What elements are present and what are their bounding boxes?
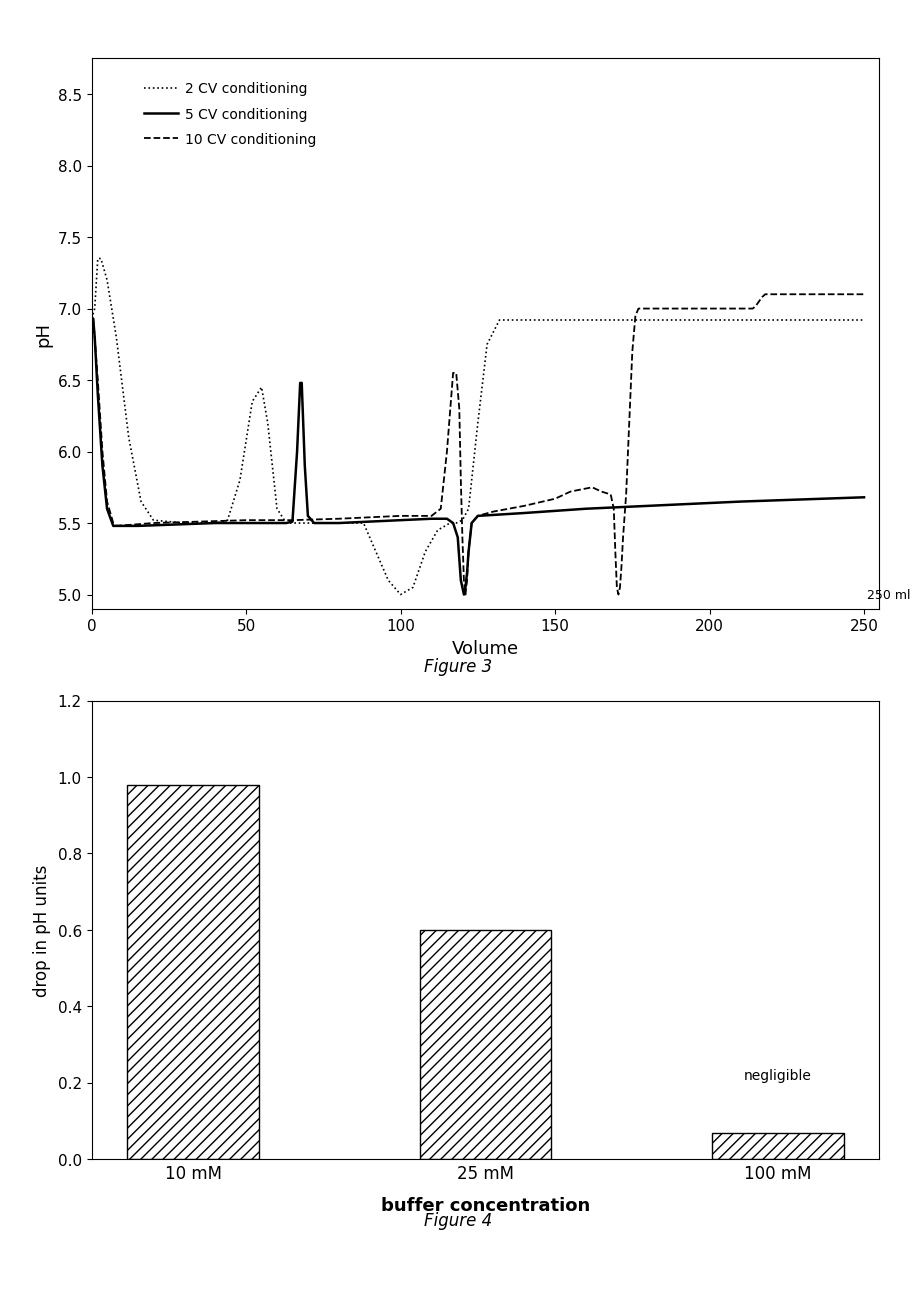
- 2 CV conditioning: [420, 544, 431, 559]
- 5 CV conditioning: [300, 458, 311, 474]
- Text: 250 ml: 250 ml: [867, 590, 911, 603]
- 5 CV conditioning: [735, 494, 746, 510]
- 5 CV conditioning: [463, 544, 474, 559]
- 5 CV conditioning: [291, 444, 302, 460]
- 5 CV conditioning: [473, 508, 484, 524]
- 5 CV conditioning: [287, 514, 298, 529]
- 2 CV conditioning: [86, 312, 97, 328]
- Bar: [127, 785, 259, 1159]
- Text: Figure 3: Figure 3: [424, 658, 492, 676]
- 2 CV conditioning: [246, 394, 257, 410]
- 5 CV conditioning: [86, 312, 97, 328]
- 2 CV conditioning: [565, 313, 576, 329]
- 2 CV conditioning: [451, 516, 462, 532]
- Line: 5 CV conditioning: 5 CV conditioning: [92, 320, 864, 595]
- 5 CV conditioning: [333, 516, 344, 532]
- Line: 10 CV conditioning: 10 CV conditioning: [92, 295, 864, 595]
- 2 CV conditioning: [136, 494, 147, 510]
- 5 CV conditioning: [458, 587, 469, 603]
- 5 CV conditioning: [426, 511, 437, 527]
- 2 CV conditioning: [333, 516, 344, 532]
- X-axis label: buffer concentration: buffer concentration: [381, 1196, 590, 1214]
- 2 CV conditioning: [518, 313, 529, 329]
- 2 CV conditioning: [642, 313, 653, 329]
- 10 CV conditioning: [858, 287, 869, 303]
- 10 CV conditioning: [460, 587, 471, 603]
- 2 CV conditioning: [444, 516, 455, 532]
- 5 CV conditioning: [453, 529, 463, 545]
- 2 CV conditioning: [93, 252, 104, 267]
- 2 CV conditioning: [111, 330, 122, 346]
- 10 CV conditioning: [89, 330, 100, 346]
- 2 CV conditioning: [370, 544, 381, 559]
- 2 CV conditioning: [234, 473, 245, 489]
- 5 CV conditioning: [455, 572, 466, 588]
- Y-axis label: pH: pH: [34, 321, 52, 347]
- 2 CV conditioning: [271, 502, 282, 517]
- 10 CV conditioning: [466, 516, 477, 532]
- 10 CV conditioning: [86, 312, 97, 328]
- 2 CV conditioning: [457, 512, 468, 528]
- 10 CV conditioning: [93, 372, 104, 388]
- Legend: 2 CV conditioning, 5 CV conditioning, 10 CV conditioning: 2 CV conditioning, 5 CV conditioning, 10…: [138, 77, 322, 152]
- 5 CV conditioning: [89, 330, 100, 346]
- 5 CV conditioning: [133, 519, 144, 534]
- 5 CV conditioning: [108, 519, 119, 534]
- 2 CV conditioning: [432, 523, 443, 538]
- Text: Figure 4: Figure 4: [424, 1212, 492, 1230]
- 2 CV conditioning: [395, 587, 406, 603]
- 5 CV conditioning: [296, 376, 307, 392]
- 10 CV conditioning: [759, 287, 770, 303]
- 5 CV conditioning: [581, 502, 592, 517]
- 2 CV conditioning: [383, 572, 394, 588]
- 2 CV conditioning: [147, 512, 158, 528]
- 2 CV conditioning: [179, 516, 190, 532]
- 5 CV conditioning: [460, 580, 471, 596]
- X-axis label: Volume: Volume: [452, 639, 519, 658]
- 2 CV conditioning: [123, 430, 134, 445]
- 2 CV conditioning: [473, 415, 484, 431]
- 2 CV conditioning: [463, 502, 474, 517]
- 10 CV conditioning: [442, 444, 453, 460]
- 5 CV conditioning: [93, 386, 104, 402]
- Bar: [420, 930, 551, 1159]
- 2 CV conditioning: [858, 313, 869, 329]
- 2 CV conditioning: [222, 512, 233, 528]
- 10 CV conditioning: [617, 529, 628, 545]
- 5 CV conditioning: [210, 516, 221, 532]
- 2 CV conditioning: [256, 380, 267, 396]
- 10 CV conditioning: [616, 558, 627, 574]
- Y-axis label: drop in pH units: drop in pH units: [33, 863, 50, 997]
- 5 CV conditioning: [309, 516, 320, 532]
- 5 CV conditioning: [448, 516, 459, 532]
- 2 CV conditioning: [89, 301, 100, 317]
- 2 CV conditioning: [482, 337, 493, 352]
- 2 CV conditioning: [735, 313, 746, 329]
- 2 CV conditioning: [95, 252, 106, 267]
- 2 CV conditioning: [102, 272, 113, 288]
- Line: 2 CV conditioning: 2 CV conditioning: [92, 259, 864, 595]
- 5 CV conditioning: [642, 498, 653, 514]
- 2 CV conditioning: [280, 516, 291, 532]
- 2 CV conditioning: [408, 580, 419, 596]
- 5 CV conditioning: [295, 376, 306, 392]
- 2 CV conditioning: [302, 516, 313, 532]
- 5 CV conditioning: [97, 458, 108, 474]
- 5 CV conditioning: [302, 508, 313, 524]
- 2 CV conditioning: [358, 516, 369, 532]
- 5 CV conditioning: [462, 566, 473, 582]
- 2 CV conditioning: [494, 313, 505, 329]
- 5 CV conditioning: [466, 516, 477, 532]
- 5 CV conditioning: [442, 511, 453, 527]
- 5 CV conditioning: [88, 312, 99, 328]
- 5 CV conditioning: [518, 506, 529, 521]
- 5 CV conditioning: [102, 502, 113, 517]
- 2 CV conditioning: [210, 516, 221, 532]
- 5 CV conditioning: [395, 512, 406, 528]
- Bar: [712, 1133, 844, 1159]
- Text: negligible: negligible: [744, 1069, 812, 1083]
- 5 CV conditioning: [858, 490, 869, 506]
- 5 CV conditioning: [280, 516, 291, 532]
- 2 CV conditioning: [262, 415, 273, 431]
